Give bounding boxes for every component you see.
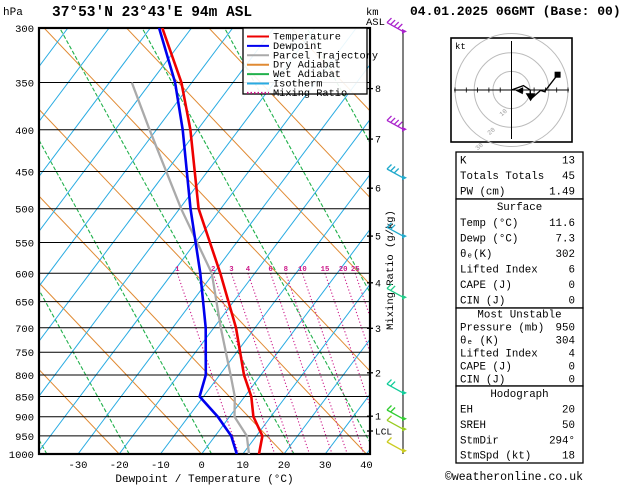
- svg-text:950: 950: [556, 322, 575, 334]
- svg-text:900: 900: [15, 413, 34, 425]
- svg-text:Totals Totals: Totals Totals: [460, 171, 544, 183]
- svg-text:-30: -30: [69, 460, 88, 472]
- svg-text:θₑ(K): θₑ(K): [460, 249, 492, 261]
- svg-text:4: 4: [246, 266, 251, 274]
- svg-text:2: 2: [375, 369, 381, 380]
- svg-text:5: 5: [375, 233, 381, 244]
- svg-text:8: 8: [375, 85, 381, 96]
- svg-text:40: 40: [360, 460, 373, 472]
- svg-text:0: 0: [569, 280, 575, 292]
- svg-text:20: 20: [339, 266, 348, 274]
- svg-text:13: 13: [562, 155, 575, 167]
- svg-text:750: 750: [15, 348, 34, 360]
- svg-text:θₑ (K): θₑ (K): [460, 335, 499, 347]
- svg-text:700: 700: [15, 324, 34, 336]
- svg-text:550: 550: [15, 239, 34, 251]
- svg-text:8: 8: [284, 266, 288, 274]
- svg-text:450: 450: [15, 168, 34, 180]
- svg-text:37°53'N 23°43'E 94m ASL: 37°53'N 23°43'E 94m ASL: [52, 5, 252, 21]
- svg-text:CAPE (J): CAPE (J): [460, 280, 512, 292]
- svg-text:0: 0: [569, 296, 575, 308]
- svg-text:0: 0: [569, 374, 575, 386]
- svg-text:7: 7: [375, 136, 381, 147]
- svg-text:StmSpd (kt): StmSpd (kt): [460, 451, 531, 463]
- svg-text:6: 6: [375, 185, 381, 196]
- svg-text:CIN (J): CIN (J): [460, 374, 505, 386]
- svg-text:20: 20: [562, 405, 575, 417]
- svg-text:10: 10: [298, 266, 307, 274]
- svg-text:LCL: LCL: [375, 427, 392, 438]
- svg-text:300: 300: [15, 24, 34, 36]
- svg-text:3: 3: [229, 266, 234, 274]
- svg-text:6: 6: [268, 266, 272, 274]
- svg-text:Hodograph: Hodograph: [490, 389, 548, 401]
- svg-text:7.3: 7.3: [556, 233, 575, 245]
- svg-text:Surface: Surface: [497, 202, 542, 214]
- svg-text:25: 25: [351, 266, 360, 274]
- svg-text:©weatheronline.co.uk: ©weatheronline.co.uk: [445, 471, 583, 484]
- svg-text:1000: 1000: [9, 450, 34, 462]
- svg-text:850: 850: [15, 393, 34, 405]
- svg-text:CIN (J): CIN (J): [460, 296, 505, 308]
- svg-text:Mixing Ratio: Mixing Ratio: [273, 88, 347, 100]
- svg-text:4: 4: [569, 348, 575, 360]
- svg-text:50: 50: [562, 420, 575, 432]
- svg-text:1.49: 1.49: [549, 187, 575, 199]
- svg-text:45: 45: [562, 171, 575, 183]
- svg-text:EH: EH: [460, 405, 473, 417]
- svg-text:4: 4: [375, 279, 381, 290]
- svg-text:304: 304: [556, 335, 575, 347]
- svg-text:Pressure (mb): Pressure (mb): [460, 322, 544, 334]
- svg-text:-10: -10: [151, 460, 170, 472]
- svg-text:15: 15: [321, 266, 330, 274]
- svg-text:PW (cm): PW (cm): [460, 187, 505, 199]
- svg-text:650: 650: [15, 298, 34, 310]
- svg-text:K: K: [460, 155, 467, 167]
- svg-text:Lifted Index: Lifted Index: [460, 348, 538, 360]
- svg-text:3: 3: [375, 325, 381, 336]
- svg-text:10: 10: [236, 460, 249, 472]
- svg-text:0: 0: [198, 460, 204, 472]
- svg-text:kt: kt: [455, 42, 466, 52]
- svg-text:ASL: ASL: [366, 17, 385, 29]
- svg-text:Lifted Index: Lifted Index: [460, 265, 538, 277]
- svg-text:-20: -20: [110, 460, 129, 472]
- svg-text:Dewp (°C): Dewp (°C): [460, 233, 518, 245]
- svg-text:600: 600: [15, 269, 34, 281]
- svg-text:500: 500: [15, 205, 34, 217]
- svg-text:SREH: SREH: [460, 420, 486, 432]
- svg-text:800: 800: [15, 371, 34, 383]
- svg-text:302: 302: [556, 249, 575, 261]
- svg-text:18: 18: [562, 451, 575, 463]
- svg-text:1: 1: [175, 266, 180, 274]
- svg-text:04.01.2025 06GMT (Base: 00): 04.01.2025 06GMT (Base: 00): [410, 4, 621, 19]
- svg-text:294°: 294°: [549, 435, 575, 447]
- svg-text:30: 30: [319, 460, 332, 472]
- svg-text:6: 6: [569, 265, 575, 277]
- svg-text:hPa: hPa: [3, 7, 23, 19]
- svg-text:Dewpoint / Temperature (°C): Dewpoint / Temperature (°C): [115, 474, 293, 486]
- svg-text:400: 400: [15, 126, 34, 138]
- svg-text:350: 350: [15, 79, 34, 91]
- svg-text:11.6: 11.6: [549, 218, 575, 230]
- svg-text:1: 1: [375, 413, 381, 424]
- svg-text:StmDir: StmDir: [460, 435, 499, 447]
- svg-text:20: 20: [278, 460, 291, 472]
- svg-text:Temp (°C): Temp (°C): [460, 218, 518, 230]
- svg-text:CAPE (J): CAPE (J): [460, 361, 512, 373]
- svg-text:Most Unstable: Most Unstable: [477, 309, 561, 321]
- svg-text:950: 950: [15, 432, 34, 444]
- svg-text:0: 0: [569, 361, 575, 373]
